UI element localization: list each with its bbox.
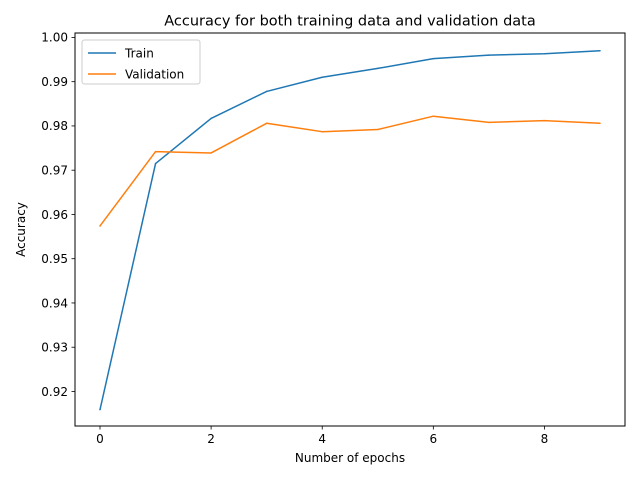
data-point-train bbox=[265, 90, 268, 93]
data-point-validation bbox=[210, 152, 212, 154]
data-point-validation bbox=[377, 128, 379, 131]
data-point-train bbox=[432, 57, 435, 60]
data-point-validation bbox=[321, 130, 323, 133]
chart-title: Accuracy for both training data and vali… bbox=[164, 14, 536, 30]
y-tick-label: 0.97 bbox=[41, 163, 68, 177]
y-tick-label: 0.94 bbox=[41, 296, 68, 310]
data-point-validation bbox=[543, 119, 546, 122]
data-point-train bbox=[210, 117, 212, 120]
legend-box bbox=[81, 39, 201, 85]
data-point-validation bbox=[488, 121, 490, 124]
y-axis-label: Accuracy bbox=[14, 202, 28, 257]
x-tick-label: 4 bbox=[318, 432, 326, 446]
series-lines bbox=[99, 49, 601, 411]
legend-label-validation: Validation bbox=[125, 67, 184, 81]
y-axis: 0.92 0.93 0.94 0.95 0.96 0.97 0.98 0.99 1.00 bbox=[41, 31, 75, 399]
series-line-train bbox=[99, 49, 601, 410]
data-point-validation bbox=[599, 122, 601, 125]
y-tick-label: 1.00 bbox=[41, 31, 68, 45]
legend: Train Validation bbox=[81, 39, 201, 85]
y-tick-label: 0.99 bbox=[41, 75, 68, 89]
legend-label-train: Train bbox=[124, 46, 154, 60]
data-point-validation bbox=[432, 115, 435, 117]
data-point-train bbox=[599, 49, 601, 52]
x-tick-label: 0 bbox=[96, 432, 104, 446]
y-tick-label: 0.96 bbox=[41, 208, 68, 222]
x-tick-label: 2 bbox=[207, 432, 215, 446]
data-point-train bbox=[543, 53, 546, 55]
x-axis-label: Number of epochs bbox=[295, 451, 405, 465]
x-tick-label: 8 bbox=[541, 432, 549, 446]
y-tick-label: 0.92 bbox=[41, 385, 68, 399]
data-point-validation bbox=[265, 122, 268, 125]
y-tick-label: 0.98 bbox=[41, 119, 68, 133]
data-point-train bbox=[488, 54, 490, 56]
x-axis: 0 2 4 6 8 bbox=[96, 426, 548, 446]
data-point-train bbox=[377, 67, 379, 70]
data-point-train bbox=[99, 408, 101, 411]
series-line-validation bbox=[99, 115, 601, 227]
y-tick-label: 0.93 bbox=[41, 341, 68, 355]
data-point-validation bbox=[99, 225, 101, 227]
y-tick-label: 0.95 bbox=[41, 252, 68, 266]
data-point-train bbox=[321, 76, 323, 79]
data-point-validation bbox=[154, 150, 157, 153]
data-point-train bbox=[154, 162, 157, 165]
plot-frame bbox=[74, 32, 626, 427]
x-tick-label: 6 bbox=[430, 432, 438, 446]
